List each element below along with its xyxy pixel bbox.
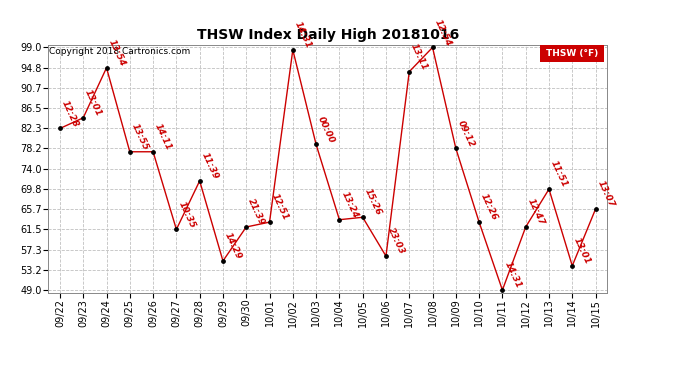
Text: Copyright 2018 Cartronics.com: Copyright 2018 Cartronics.com: [50, 48, 190, 57]
Text: 13:07: 13:07: [595, 179, 615, 209]
Point: [241, 224, 252, 230]
Text: 15:26: 15:26: [363, 188, 383, 217]
Point: [310, 141, 322, 147]
Text: 21:39: 21:39: [246, 197, 266, 227]
Text: 12:26: 12:26: [479, 192, 500, 222]
Point: [357, 214, 368, 220]
Text: 12:51: 12:51: [270, 192, 290, 222]
Text: 09:12: 09:12: [456, 118, 476, 148]
Point: [194, 178, 205, 184]
Title: THSW Index Daily High 20181016: THSW Index Daily High 20181016: [197, 28, 459, 42]
Text: 13:24: 13:24: [339, 190, 359, 220]
Point: [544, 186, 555, 192]
Point: [590, 206, 601, 212]
Text: 10:35: 10:35: [177, 200, 197, 230]
Point: [55, 126, 66, 132]
Point: [148, 149, 159, 155]
Point: [566, 263, 578, 269]
Text: 12:47: 12:47: [526, 197, 546, 227]
Text: 11:39: 11:39: [199, 151, 220, 181]
Text: 14:31: 14:31: [502, 260, 522, 290]
Point: [427, 44, 438, 50]
Point: [497, 287, 508, 293]
Point: [520, 224, 531, 230]
Text: 14:31: 14:31: [293, 20, 313, 50]
Text: 00:00: 00:00: [316, 115, 336, 144]
Text: 11:51: 11:51: [549, 159, 569, 189]
Text: 13:55: 13:55: [130, 122, 150, 152]
Point: [473, 219, 484, 225]
Text: 13:01: 13:01: [572, 236, 593, 266]
Point: [451, 146, 462, 152]
Point: [171, 226, 182, 232]
Text: 13:01: 13:01: [83, 88, 104, 118]
Point: [380, 253, 391, 259]
Text: 14:11: 14:11: [153, 122, 173, 152]
Point: [78, 115, 89, 121]
Point: [217, 258, 228, 264]
Point: [124, 149, 135, 155]
Text: 14:29: 14:29: [223, 231, 243, 261]
Point: [101, 65, 112, 71]
Text: 23:03: 23:03: [386, 226, 406, 256]
Point: [264, 219, 275, 225]
Point: [287, 47, 298, 53]
Point: [334, 217, 345, 223]
Text: 13:11: 13:11: [409, 42, 429, 72]
Text: 13:54: 13:54: [106, 38, 127, 68]
Point: [404, 69, 415, 75]
Text: 12:28: 12:28: [60, 99, 80, 129]
Text: 12:54: 12:54: [433, 18, 453, 47]
